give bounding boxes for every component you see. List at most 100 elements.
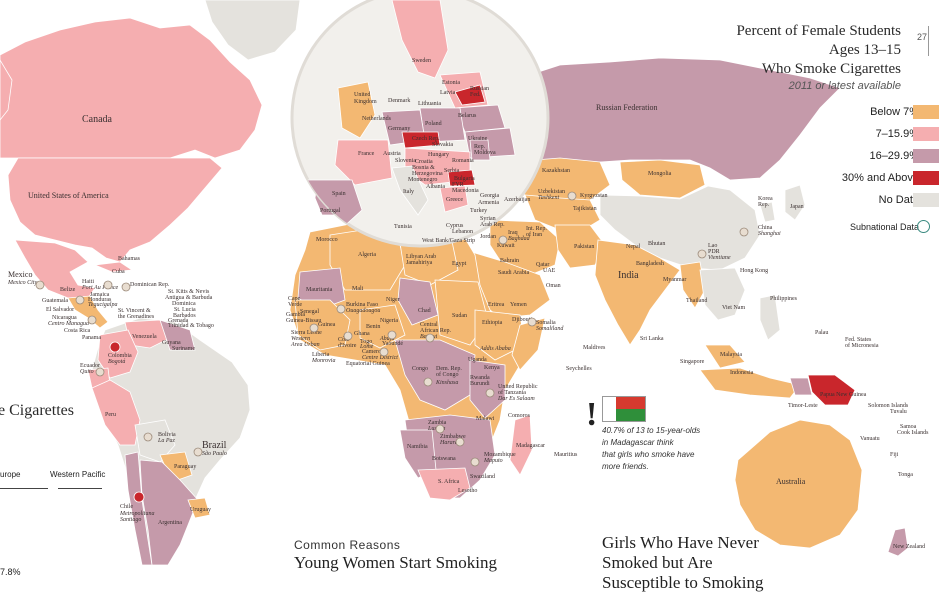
marker-zambia (435, 424, 445, 434)
label-guyana: Guyana (162, 340, 181, 346)
central-africa-shape (394, 339, 476, 411)
label-indonesia: Indonesia (730, 370, 754, 376)
label-s-africa: S. Africa (438, 478, 460, 485)
girls-title-line2: Smoked but Are (602, 553, 713, 572)
label-eritrea: Eritrea (488, 302, 505, 308)
label-guinea: Guinea (318, 322, 336, 328)
label-libya: Libyan Arab (406, 254, 436, 260)
label-austria: Austria (383, 151, 401, 157)
label-st-kitts: St. Kitts & Nevis (168, 289, 210, 295)
label-congo: Congo (412, 366, 428, 372)
marker-uzbekistan (567, 191, 577, 201)
label-burkina: Burkina Faso (346, 302, 378, 308)
label-brazil-city: São Paulo (202, 451, 227, 457)
marker-colombia (109, 341, 121, 353)
south-africa-shape (417, 467, 471, 501)
label-algeria: Algeria (358, 252, 376, 258)
label-suriname: Suriname (172, 346, 195, 352)
label-cook: Cook Islands (897, 430, 929, 436)
label-bosnia: Bosnia & (412, 165, 435, 171)
callout-line1: 40.7% of 13 to 15-year-olds (602, 426, 701, 435)
legend-item-subnational: Subnational Data (820, 213, 939, 235)
label-mexico: Mexico (8, 270, 32, 279)
legend-label: 7–15.9% (875, 128, 919, 140)
label-iraq: Iraq (508, 230, 518, 236)
label-togo-city: Lomé (359, 344, 374, 350)
legend-item: 7–15.9% (820, 125, 939, 147)
label-malaysia: Malaysia (720, 352, 742, 358)
label-cote: Côte (338, 337, 350, 343)
label-car2: African Rep. (420, 327, 451, 334)
label-croatia: Croatia (415, 159, 433, 165)
label-palau: Palau (815, 330, 828, 336)
lens-czech-shape (401, 131, 441, 149)
label-tuvalu: Tuvalu (890, 409, 907, 415)
label-kuwait: Kuwait (497, 243, 515, 249)
label-eq-guinea: Equatorial Guinea (346, 361, 390, 367)
label-moldova2: Moldova (474, 150, 496, 156)
label-nepal: Nepal (626, 244, 641, 250)
subnational-markers-red (109, 341, 145, 503)
label-nicaragua: Nicaragua (52, 315, 77, 321)
label-cote2: d'Ivoire (338, 343, 357, 349)
legend-item: No Data (820, 191, 939, 213)
label-azerbaijan: Azerbaijan (504, 197, 530, 203)
label-tajikistan: Tajikistan (573, 206, 597, 212)
callout-line4: more friends. (602, 462, 649, 471)
label-swaziland: Swaziland (470, 474, 495, 480)
label-singapore: Singapore (680, 359, 705, 365)
girls-title-line3: Susceptible to Smoking (602, 573, 764, 592)
label-saudi: Saudi Arabia (498, 270, 529, 276)
label-uruguay: Uruguay (190, 507, 211, 513)
label-png: Papua New Guinea (820, 392, 867, 398)
label-paraguay: Paraguay (174, 464, 196, 470)
marker-haiti (103, 280, 113, 290)
label-liberia-city: Monrovia (311, 358, 335, 364)
legend-label-subnational: Subnational Data (849, 222, 919, 232)
label-namibia: Namibia (407, 444, 428, 450)
label-st-vincent: St. Vincent & (118, 308, 151, 314)
se-asia-shape (699, 267, 746, 321)
label-mongolia: Mongolia (648, 171, 672, 177)
label-nigeria: Nigeria (380, 318, 398, 324)
label-russian-fed-small2: Fed. (470, 92, 481, 98)
label-yemen: Yemen (510, 302, 527, 308)
label-drc-city: Kinshasa (435, 380, 458, 386)
label-malawi: Malawi (476, 416, 495, 422)
callout-text: 40.7% of 13 to 15-year-olds in Madagasca… (602, 425, 722, 473)
label-comoros: Comoros (508, 413, 531, 419)
marker-mozambique (470, 457, 480, 467)
png-shape (807, 374, 856, 406)
label-nigeria-city: Abuja (379, 336, 394, 342)
label-somalia: Somalia (536, 320, 556, 326)
label-barbados: Barbados (173, 313, 196, 319)
lens-moldova-shape (469, 139, 491, 161)
lens-greece-shape (439, 185, 469, 213)
label-bolivia-city: La Paz (157, 438, 176, 444)
label-djibouti: Djibouti (512, 317, 532, 323)
label-mozambique-city: Maputo (483, 458, 503, 464)
marker-guinea (309, 323, 319, 333)
marker-brazil (193, 447, 203, 457)
label-west-bank: West Bank/Gaza Strip (422, 238, 475, 244)
label-nicaragua-city: Centro Managua (48, 321, 89, 327)
madagascar-flag-icon (602, 396, 646, 422)
marker-mexico (35, 280, 45, 290)
label-estonia: Estonia (442, 80, 460, 86)
lens-france-shape (334, 139, 393, 186)
iran-region-shape (489, 219, 561, 276)
label-korea2: Rep. (758, 202, 770, 208)
west-africa-shape (294, 299, 351, 351)
label-cuba: Cuba (112, 269, 125, 275)
label-viet-nam: Viet Nam (722, 305, 745, 311)
korea-shape (759, 201, 776, 223)
label-libya2: Jamahiriya (406, 260, 433, 266)
label-micronesia2: of Micronesia (845, 342, 879, 349)
legend-label: 16–29.9% (869, 150, 919, 162)
legend: Below 7% 7–15.9% 16–29.9% 30% and Above … (820, 103, 939, 235)
label-drc: Dem. Rep. (436, 366, 462, 372)
region-label-western-pacific: Western Pacific (50, 470, 106, 479)
label-belarus: Belarus (458, 113, 477, 119)
label-portugal: Portugal (320, 208, 341, 214)
subnational-markers (35, 191, 749, 467)
